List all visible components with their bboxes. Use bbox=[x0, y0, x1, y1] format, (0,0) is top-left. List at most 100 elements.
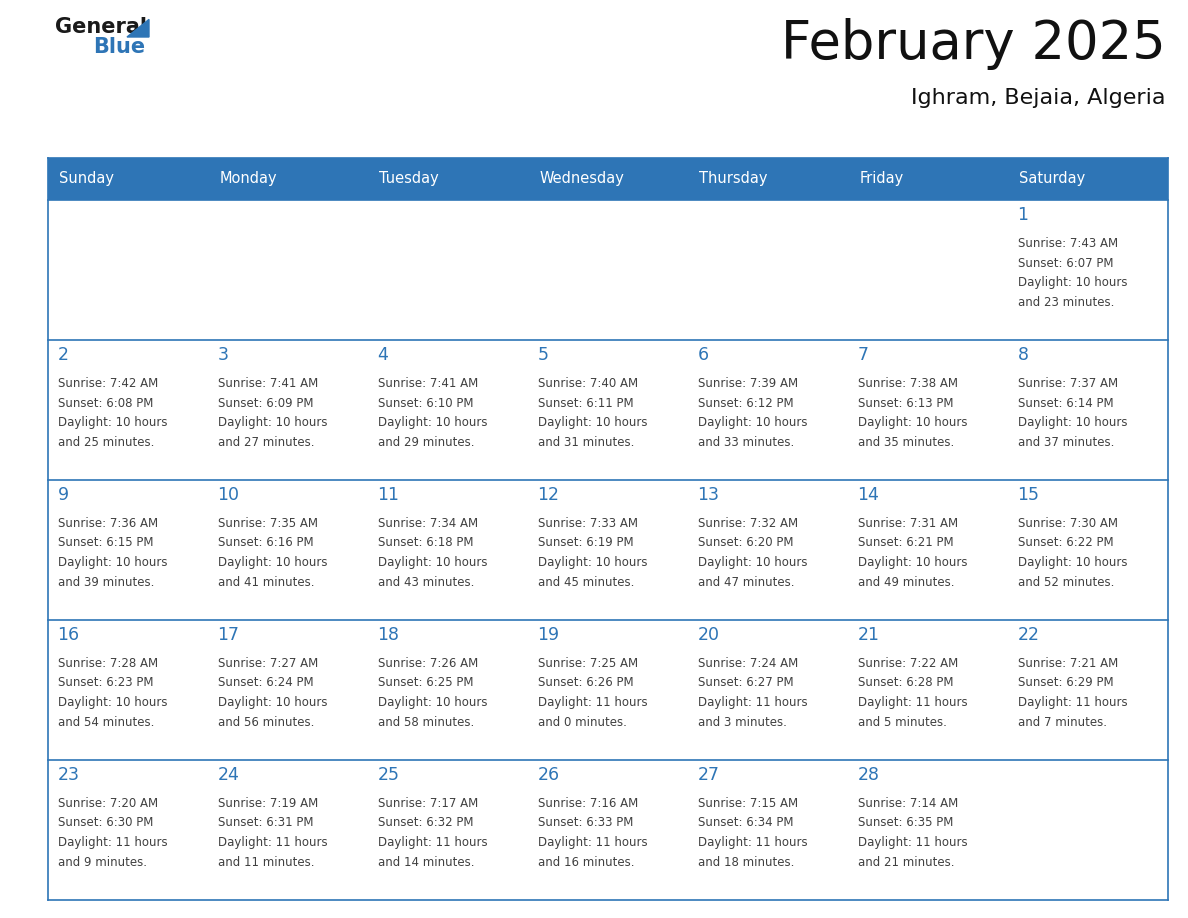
Text: Daylight: 10 hours: Daylight: 10 hours bbox=[1018, 556, 1127, 569]
Text: General: General bbox=[55, 17, 147, 37]
Text: and 33 minutes.: and 33 minutes. bbox=[697, 435, 794, 449]
Text: Sunrise: 7:30 AM: Sunrise: 7:30 AM bbox=[1018, 517, 1118, 530]
Text: Sunset: 6:29 PM: Sunset: 6:29 PM bbox=[1018, 677, 1113, 689]
Text: Daylight: 10 hours: Daylight: 10 hours bbox=[697, 556, 807, 569]
Bar bbox=[208, 340, 368, 480]
Bar bbox=[848, 340, 1007, 480]
Text: 17: 17 bbox=[217, 626, 240, 644]
Text: Tuesday: Tuesday bbox=[379, 172, 438, 186]
Text: Sunrise: 7:32 AM: Sunrise: 7:32 AM bbox=[697, 517, 797, 530]
Text: Daylight: 10 hours: Daylight: 10 hours bbox=[1018, 416, 1127, 429]
Text: Sunset: 6:16 PM: Sunset: 6:16 PM bbox=[217, 536, 314, 550]
Text: 8: 8 bbox=[1018, 346, 1029, 364]
Text: and 31 minutes.: and 31 minutes. bbox=[538, 435, 634, 449]
Text: Sunset: 6:24 PM: Sunset: 6:24 PM bbox=[217, 677, 314, 689]
Text: Sunset: 6:25 PM: Sunset: 6:25 PM bbox=[378, 677, 473, 689]
Text: Sunset: 6:22 PM: Sunset: 6:22 PM bbox=[1018, 536, 1113, 550]
Text: Daylight: 11 hours: Daylight: 11 hours bbox=[858, 696, 967, 709]
Text: and 25 minutes.: and 25 minutes. bbox=[57, 435, 154, 449]
Text: Daylight: 11 hours: Daylight: 11 hours bbox=[538, 836, 647, 849]
Text: Daylight: 10 hours: Daylight: 10 hours bbox=[1018, 276, 1127, 289]
Text: 20: 20 bbox=[697, 626, 720, 644]
Text: 5: 5 bbox=[538, 346, 549, 364]
Bar bbox=[48, 340, 208, 480]
Bar bbox=[1007, 760, 1168, 900]
Text: Sunrise: 7:42 AM: Sunrise: 7:42 AM bbox=[57, 377, 158, 390]
Text: 13: 13 bbox=[697, 486, 720, 504]
Text: 4: 4 bbox=[378, 346, 388, 364]
Text: 1: 1 bbox=[1018, 206, 1029, 224]
Text: Sunrise: 7:15 AM: Sunrise: 7:15 AM bbox=[697, 797, 797, 810]
Bar bbox=[848, 480, 1007, 620]
Bar bbox=[848, 620, 1007, 760]
Text: Sunrise: 7:38 AM: Sunrise: 7:38 AM bbox=[858, 377, 958, 390]
Bar bbox=[688, 620, 848, 760]
Text: 25: 25 bbox=[378, 766, 399, 784]
Bar bbox=[48, 480, 208, 620]
Text: Sunrise: 7:21 AM: Sunrise: 7:21 AM bbox=[1018, 657, 1118, 670]
Text: Daylight: 11 hours: Daylight: 11 hours bbox=[858, 836, 967, 849]
Text: 28: 28 bbox=[858, 766, 879, 784]
Text: Daylight: 10 hours: Daylight: 10 hours bbox=[378, 416, 487, 429]
Text: and 3 minutes.: and 3 minutes. bbox=[697, 715, 786, 729]
Text: Daylight: 10 hours: Daylight: 10 hours bbox=[697, 416, 807, 429]
Bar bbox=[368, 340, 527, 480]
Text: Sunset: 6:21 PM: Sunset: 6:21 PM bbox=[858, 536, 953, 550]
Text: Sunrise: 7:34 AM: Sunrise: 7:34 AM bbox=[378, 517, 478, 530]
Text: Sunset: 6:30 PM: Sunset: 6:30 PM bbox=[57, 816, 153, 830]
Bar bbox=[368, 480, 527, 620]
Text: Sunset: 6:28 PM: Sunset: 6:28 PM bbox=[858, 677, 953, 689]
Text: Daylight: 10 hours: Daylight: 10 hours bbox=[217, 696, 327, 709]
Text: Daylight: 11 hours: Daylight: 11 hours bbox=[378, 836, 487, 849]
Bar bbox=[688, 340, 848, 480]
Text: Daylight: 10 hours: Daylight: 10 hours bbox=[538, 556, 647, 569]
Text: Sunset: 6:13 PM: Sunset: 6:13 PM bbox=[858, 397, 953, 409]
Text: and 39 minutes.: and 39 minutes. bbox=[57, 576, 154, 588]
Text: Daylight: 11 hours: Daylight: 11 hours bbox=[697, 696, 807, 709]
Text: Daylight: 10 hours: Daylight: 10 hours bbox=[378, 696, 487, 709]
Text: 15: 15 bbox=[1018, 486, 1040, 504]
Text: Sunset: 6:34 PM: Sunset: 6:34 PM bbox=[697, 816, 794, 830]
Text: 18: 18 bbox=[378, 626, 399, 644]
Text: Sunset: 6:12 PM: Sunset: 6:12 PM bbox=[697, 397, 794, 409]
Text: Daylight: 11 hours: Daylight: 11 hours bbox=[1018, 696, 1127, 709]
Bar bbox=[688, 200, 848, 340]
Text: Sunset: 6:14 PM: Sunset: 6:14 PM bbox=[1018, 397, 1113, 409]
Text: Daylight: 11 hours: Daylight: 11 hours bbox=[57, 836, 168, 849]
Text: Daylight: 10 hours: Daylight: 10 hours bbox=[217, 556, 327, 569]
Text: Sunrise: 7:25 AM: Sunrise: 7:25 AM bbox=[538, 657, 638, 670]
Text: and 9 minutes.: and 9 minutes. bbox=[57, 856, 146, 868]
Text: and 43 minutes.: and 43 minutes. bbox=[378, 576, 474, 588]
Text: and 41 minutes.: and 41 minutes. bbox=[217, 576, 314, 588]
Text: Daylight: 10 hours: Daylight: 10 hours bbox=[538, 416, 647, 429]
Text: 12: 12 bbox=[538, 486, 560, 504]
Text: and 21 minutes.: and 21 minutes. bbox=[858, 856, 954, 868]
Text: and 11 minutes.: and 11 minutes. bbox=[217, 856, 314, 868]
Text: and 49 minutes.: and 49 minutes. bbox=[858, 576, 954, 588]
Text: 16: 16 bbox=[57, 626, 80, 644]
Text: Saturday: Saturday bbox=[1019, 172, 1086, 186]
Text: 22: 22 bbox=[1018, 626, 1040, 644]
Bar bbox=[527, 620, 688, 760]
Text: Sunset: 6:35 PM: Sunset: 6:35 PM bbox=[858, 816, 953, 830]
Text: and 5 minutes.: and 5 minutes. bbox=[858, 715, 947, 729]
Text: Sunday: Sunday bbox=[59, 172, 114, 186]
Text: Ighram, Bejaia, Algeria: Ighram, Bejaia, Algeria bbox=[911, 88, 1165, 108]
Text: and 7 minutes.: and 7 minutes. bbox=[1018, 715, 1106, 729]
Text: and 23 minutes.: and 23 minutes. bbox=[1018, 296, 1114, 308]
Text: 6: 6 bbox=[697, 346, 709, 364]
Text: Sunrise: 7:31 AM: Sunrise: 7:31 AM bbox=[858, 517, 958, 530]
Text: Sunrise: 7:40 AM: Sunrise: 7:40 AM bbox=[538, 377, 638, 390]
Text: Sunset: 6:32 PM: Sunset: 6:32 PM bbox=[378, 816, 473, 830]
Text: Daylight: 10 hours: Daylight: 10 hours bbox=[57, 556, 168, 569]
Text: Sunrise: 7:14 AM: Sunrise: 7:14 AM bbox=[858, 797, 958, 810]
Text: Sunrise: 7:43 AM: Sunrise: 7:43 AM bbox=[1018, 237, 1118, 250]
Text: 2: 2 bbox=[57, 346, 69, 364]
Text: Sunset: 6:19 PM: Sunset: 6:19 PM bbox=[538, 536, 633, 550]
Bar bbox=[48, 200, 208, 340]
Text: Sunrise: 7:17 AM: Sunrise: 7:17 AM bbox=[378, 797, 478, 810]
Text: Sunrise: 7:27 AM: Sunrise: 7:27 AM bbox=[217, 657, 318, 670]
Text: and 37 minutes.: and 37 minutes. bbox=[1018, 435, 1114, 449]
Text: Sunset: 6:10 PM: Sunset: 6:10 PM bbox=[378, 397, 473, 409]
Text: and 58 minutes.: and 58 minutes. bbox=[378, 715, 474, 729]
